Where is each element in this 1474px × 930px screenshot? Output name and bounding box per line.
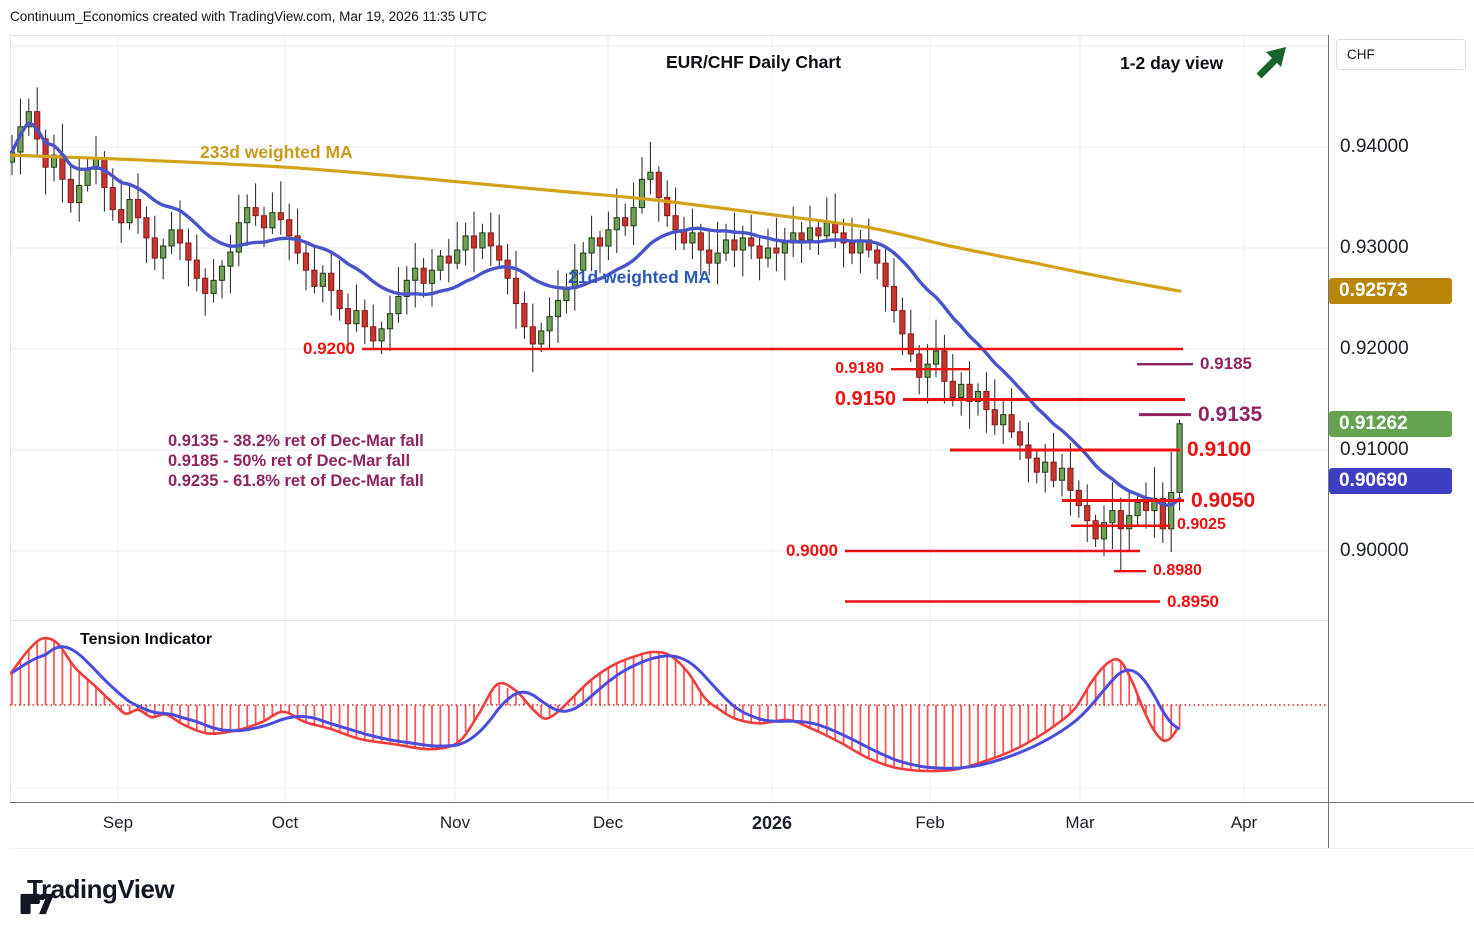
candles[interactable] <box>10 87 1183 572</box>
level-label: 0.8950 <box>1167 591 1219 611</box>
chart-credit: Continuum_Economics created with Trading… <box>10 9 487 24</box>
level-label: 0.9185 <box>1200 354 1252 374</box>
price-badge: 0.90690 <box>1329 468 1452 495</box>
price-tick-label: 0.91000 <box>1340 439 1409 460</box>
time-tick-label: Apr <box>1230 813 1258 832</box>
fib-note-2: 0.9185 - 50% ret of Dec-Mar fall <box>168 452 411 470</box>
price-grid <box>10 35 1328 620</box>
level-lines <box>362 347 1193 603</box>
fib-note-3: 0.9235 - 61.8% ret of Dec-Mar fall <box>168 472 424 490</box>
time-tick-label: Dec <box>592 813 624 832</box>
time-tick-label: Mar <box>1065 813 1095 832</box>
ma21-label: 21d weighted MA <box>568 267 711 287</box>
price-pane[interactable] <box>10 35 1328 620</box>
price-tick-label: 0.90000 <box>1340 540 1409 561</box>
level-label: 0.9150 <box>834 388 896 411</box>
level-label: 0.9180 <box>835 359 884 377</box>
level-label: 0.9000 <box>786 541 838 561</box>
tradingview-logo[interactable]: TradingView <box>18 874 175 914</box>
indicator-title: Tension Indicator <box>80 631 213 648</box>
ma233-label: 233d weighted MA <box>200 142 353 162</box>
time-tick-label: Sep <box>102 813 134 832</box>
price-tick-label: 0.94000 <box>1340 136 1409 157</box>
level-label: 0.8980 <box>1153 561 1202 579</box>
level-label: 0.9100 <box>1187 438 1252 462</box>
up-right-arrow-icon <box>1250 41 1294 85</box>
time-axis-separator <box>10 802 1474 803</box>
tension-bars <box>11 639 1181 771</box>
time-tick-label: 2026 <box>751 813 793 833</box>
time-tick-label: Feb <box>915 813 945 832</box>
tension-indicator-pane[interactable] <box>10 620 1328 802</box>
fib-note-1: 0.9135 - 38.2% ret of Dec-Mar fall <box>168 432 424 450</box>
level-label: 0.9200 <box>303 339 355 359</box>
indicator-grid <box>10 620 1328 802</box>
ma233-line[interactable] <box>10 153 1182 293</box>
chart-title: EUR/CHF Daily Chart <box>666 52 842 72</box>
view-note-label: 1-2 day view <box>1120 53 1224 73</box>
price-tick-label: 0.93000 <box>1340 237 1409 258</box>
price-badge: 0.92573 <box>1329 278 1452 305</box>
symbol-search-box[interactable]: CHF <box>1336 39 1466 70</box>
level-label: 0.9135 <box>1198 402 1263 426</box>
fib-retracement-notes: 0.9135 - 38.2% ret of Dec-Mar fall 0.918… <box>168 431 424 491</box>
time-tick-label: Oct <box>271 813 299 832</box>
chart-bottom-border <box>10 848 1474 849</box>
level-label: 0.9025 <box>1177 516 1226 534</box>
ma21-line[interactable] <box>10 121 1182 507</box>
time-tick-label: Nov <box>439 813 471 832</box>
price-axis-separator <box>1328 35 1329 848</box>
price-badge: 0.91262 <box>1329 410 1452 437</box>
price-tick-label: 0.92000 <box>1340 338 1409 359</box>
level-label: 0.9050 <box>1191 488 1256 512</box>
tension-signal-line[interactable] <box>11 645 1181 770</box>
